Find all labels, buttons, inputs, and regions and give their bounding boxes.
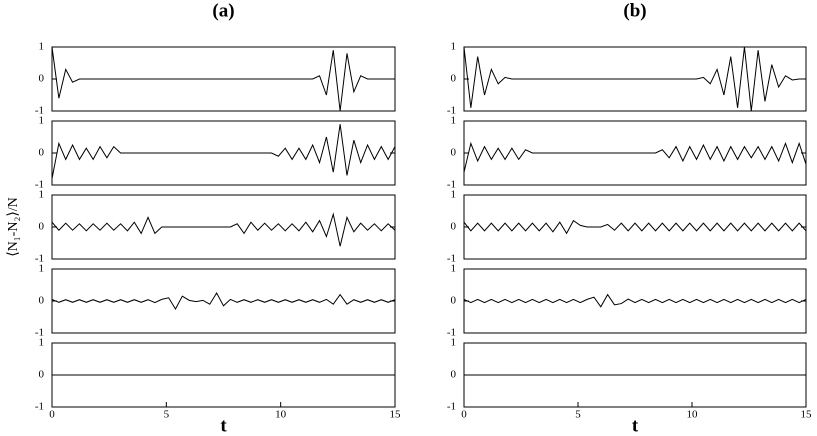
y-tick-label: 1 bbox=[451, 41, 457, 53]
x-tick-label: 5 bbox=[164, 409, 170, 421]
signal-line bbox=[463, 46, 806, 112]
signal-line bbox=[51, 124, 396, 179]
y-tick-label: -1 bbox=[35, 401, 44, 413]
y-tick-label: 1 bbox=[451, 189, 457, 201]
y-tick-label: -1 bbox=[35, 253, 44, 265]
y-tick-label: 1 bbox=[39, 41, 45, 53]
y-tick-label: 0 bbox=[39, 147, 45, 159]
y-tick-label: 1 bbox=[39, 115, 45, 127]
x-tick-label: 0 bbox=[461, 409, 467, 421]
y-tick-label: 1 bbox=[451, 337, 457, 349]
y-tick-label: -1 bbox=[447, 179, 456, 191]
y-tick-label: 0 bbox=[39, 369, 45, 381]
y-tick-label: -1 bbox=[447, 253, 456, 265]
x-tick-label: 10 bbox=[275, 409, 287, 421]
y-tick-label: 1 bbox=[39, 263, 45, 275]
y-tick-label: -1 bbox=[447, 327, 456, 339]
y-tick-label: -1 bbox=[447, 105, 456, 117]
x-tick-label: 0 bbox=[49, 409, 55, 421]
x-tick-label: 5 bbox=[575, 409, 581, 421]
y-tick-label: -1 bbox=[35, 179, 44, 191]
panel-title: (b) bbox=[623, 0, 646, 21]
y-tick-label: 1 bbox=[39, 337, 45, 349]
y-tick-label: 0 bbox=[451, 221, 457, 233]
signal-line bbox=[51, 212, 396, 247]
signal-line bbox=[51, 291, 396, 311]
y-tick-label: 0 bbox=[39, 295, 45, 307]
x-axis-label: t bbox=[632, 415, 639, 436]
y-tick-label: 0 bbox=[451, 295, 457, 307]
signal-line bbox=[463, 141, 807, 173]
x-tick-label: 15 bbox=[390, 409, 402, 421]
signal-line bbox=[463, 293, 807, 308]
y-tick-label: 0 bbox=[39, 73, 45, 85]
y-tick-label: -1 bbox=[447, 401, 456, 413]
y-tick-label: 0 bbox=[39, 221, 45, 233]
y-axis-label: ⟨N₁-N₂⟩/N bbox=[6, 197, 21, 257]
y-tick-label: -1 bbox=[35, 105, 44, 117]
y-tick-label: -1 bbox=[35, 327, 44, 339]
x-tick-label: 15 bbox=[801, 409, 813, 421]
y-tick-label: 1 bbox=[451, 263, 457, 275]
signal-line bbox=[51, 46, 395, 112]
signal-line bbox=[463, 219, 807, 235]
y-tick-label: 1 bbox=[39, 189, 45, 201]
y-tick-label: 1 bbox=[451, 115, 457, 127]
y-tick-label: 0 bbox=[451, 147, 457, 159]
panel-title: (a) bbox=[212, 0, 234, 21]
y-tick-label: 0 bbox=[451, 73, 457, 85]
x-axis-label: t bbox=[220, 415, 227, 436]
x-tick-label: 10 bbox=[687, 409, 699, 421]
y-tick-label: 0 bbox=[451, 369, 457, 381]
